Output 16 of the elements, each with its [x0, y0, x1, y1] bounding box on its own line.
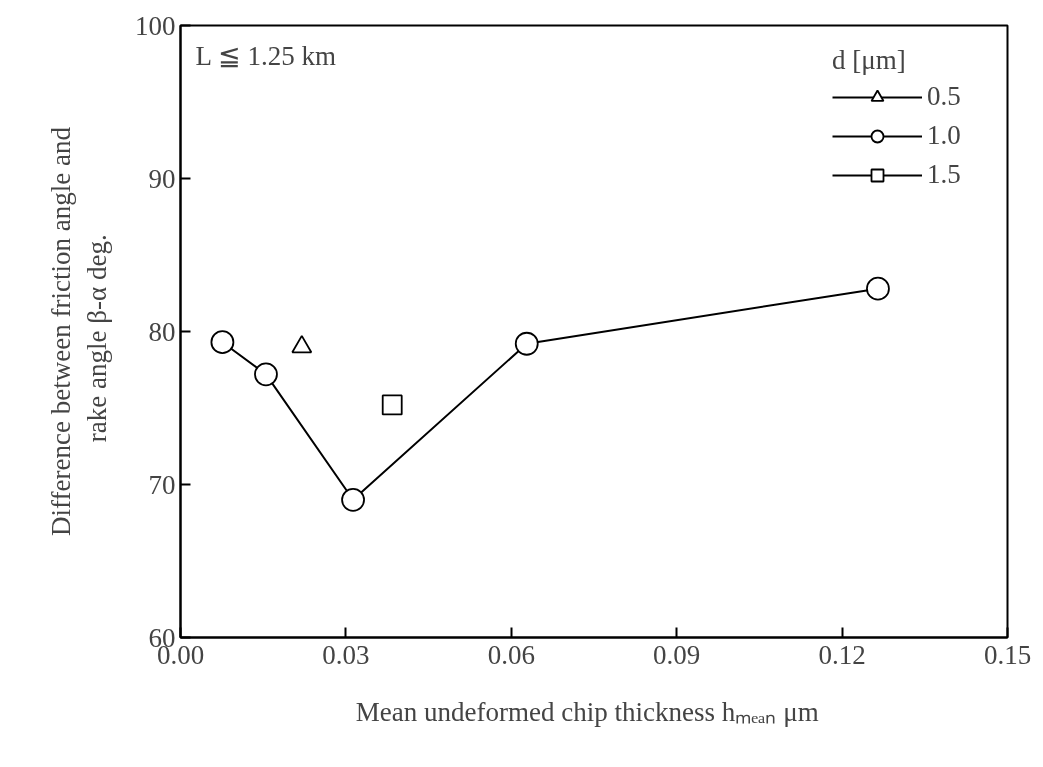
y-tick-label: 70	[148, 469, 176, 500]
y-tick-label: 100	[135, 10, 176, 41]
y-tick-label: 80	[148, 316, 176, 347]
x-tick-label: 0.06	[487, 639, 535, 670]
legend-label: 1.0	[927, 120, 962, 151]
x-tick-label: 0.03	[322, 639, 370, 670]
y-axis-title: Difference between friction angle and rake angle β-α deg.	[46, 126, 112, 536]
y-tick-label: 90	[148, 163, 176, 194]
legend-title: d [μm]	[832, 45, 907, 76]
annotation: L ≦ 1.25 km	[195, 40, 336, 71]
x-axis-title: Mean undeformed chip thickness hₘₑₐₙ μm	[355, 696, 819, 727]
x-tick-label: 0.15	[983, 639, 1032, 670]
x-tick-label: 0.12	[818, 639, 866, 670]
legend-label: 1.5	[927, 159, 962, 190]
x-tick-label: 0.09	[653, 639, 701, 670]
legend-label: 0.5	[927, 81, 962, 112]
